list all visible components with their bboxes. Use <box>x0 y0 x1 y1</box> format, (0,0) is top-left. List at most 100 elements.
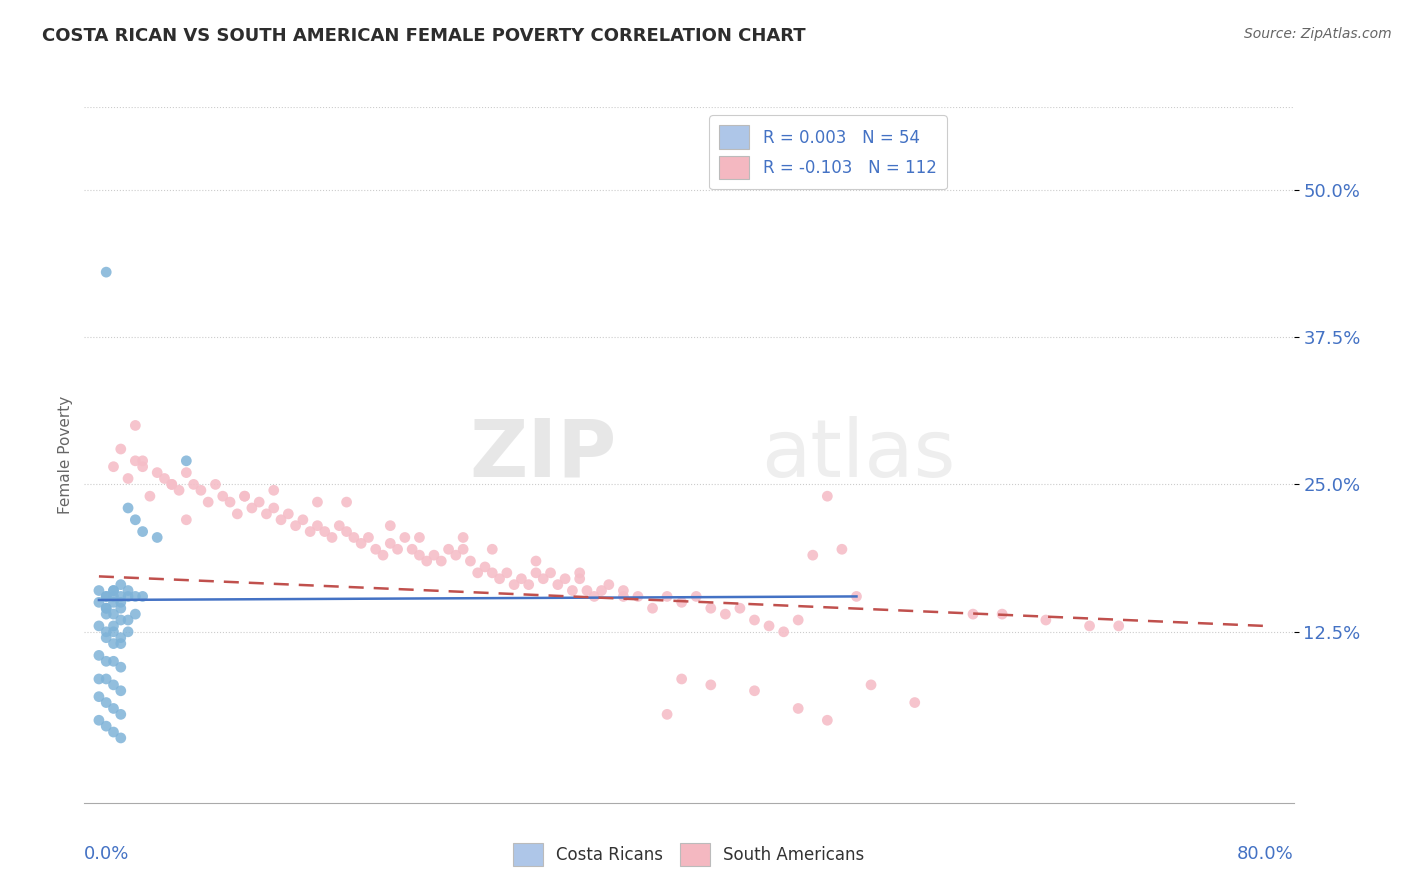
Point <box>103 654 125 668</box>
Point <box>124 454 146 468</box>
Point <box>1078 619 1101 633</box>
Point <box>110 442 132 456</box>
Point <box>110 595 132 609</box>
Point <box>612 583 634 598</box>
Point <box>124 513 146 527</box>
Point <box>96 696 118 710</box>
Point <box>176 454 198 468</box>
Point <box>437 542 460 557</box>
Point <box>641 601 664 615</box>
Point <box>524 566 547 580</box>
Point <box>380 518 402 533</box>
Point <box>321 531 343 545</box>
Point <box>103 583 125 598</box>
Point <box>591 583 613 598</box>
Text: 0.0%: 0.0% <box>84 845 129 863</box>
Point <box>801 548 824 562</box>
Point <box>904 696 927 710</box>
Point <box>451 542 474 557</box>
Point <box>87 672 110 686</box>
Point <box>364 542 387 557</box>
Point <box>336 495 359 509</box>
Point <box>131 590 153 604</box>
Point <box>96 601 118 615</box>
Point <box>467 566 489 580</box>
Point <box>815 489 838 503</box>
Text: Source: ZipAtlas.com: Source: ZipAtlas.com <box>1244 27 1392 41</box>
Point <box>96 607 118 621</box>
Point <box>481 542 503 557</box>
Point <box>226 507 249 521</box>
Point <box>131 524 153 539</box>
Point <box>117 471 139 485</box>
Point <box>380 536 402 550</box>
Point <box>110 660 132 674</box>
Point <box>612 590 634 604</box>
Point <box>167 483 190 498</box>
Point <box>263 483 285 498</box>
Point <box>524 554 547 568</box>
Point <box>860 678 883 692</box>
Point <box>103 619 125 633</box>
Point <box>451 531 474 545</box>
Point <box>1108 619 1130 633</box>
Text: ZIP: ZIP <box>470 416 616 494</box>
Point <box>87 583 110 598</box>
Point <box>495 566 517 580</box>
Point <box>510 572 533 586</box>
Point <box>517 577 540 591</box>
Point <box>117 613 139 627</box>
Legend: Costa Ricans, South Americans: Costa Ricans, South Americans <box>505 834 873 874</box>
Point <box>103 590 125 604</box>
Point <box>481 566 503 580</box>
Point <box>256 507 278 521</box>
Point <box>131 454 153 468</box>
Point <box>96 590 118 604</box>
Point <box>110 707 132 722</box>
Point <box>124 590 146 604</box>
Point <box>627 590 650 604</box>
Point <box>343 531 366 545</box>
Point <box>685 590 707 604</box>
Point <box>219 495 242 509</box>
Point <box>233 489 256 503</box>
Point <box>233 489 256 503</box>
Point <box>307 518 329 533</box>
Point <box>87 619 110 633</box>
Point <box>124 418 146 433</box>
Point <box>110 601 132 615</box>
Point <box>503 577 526 591</box>
Point <box>240 500 263 515</box>
Point <box>758 619 780 633</box>
Point <box>197 495 219 509</box>
Point <box>408 531 430 545</box>
Point <box>744 683 766 698</box>
Point <box>96 631 118 645</box>
Point <box>96 654 118 668</box>
Point <box>728 601 751 615</box>
Point <box>714 607 737 621</box>
Point <box>110 683 132 698</box>
Point <box>110 613 132 627</box>
Point <box>962 607 984 621</box>
Point <box>103 607 125 621</box>
Point <box>103 459 125 474</box>
Point <box>700 601 723 615</box>
Point <box>153 471 176 485</box>
Point <box>554 572 576 586</box>
Point <box>117 583 139 598</box>
Point <box>655 590 678 604</box>
Point <box>284 518 307 533</box>
Point <box>787 701 810 715</box>
Point <box>131 459 153 474</box>
Point <box>815 713 838 727</box>
Point <box>415 554 437 568</box>
Point <box>845 590 868 604</box>
Point <box>96 672 118 686</box>
Point <box>655 707 678 722</box>
Point <box>991 607 1014 621</box>
Point <box>270 513 292 527</box>
Point <box>87 595 110 609</box>
Point <box>598 577 620 591</box>
Point <box>547 577 569 591</box>
